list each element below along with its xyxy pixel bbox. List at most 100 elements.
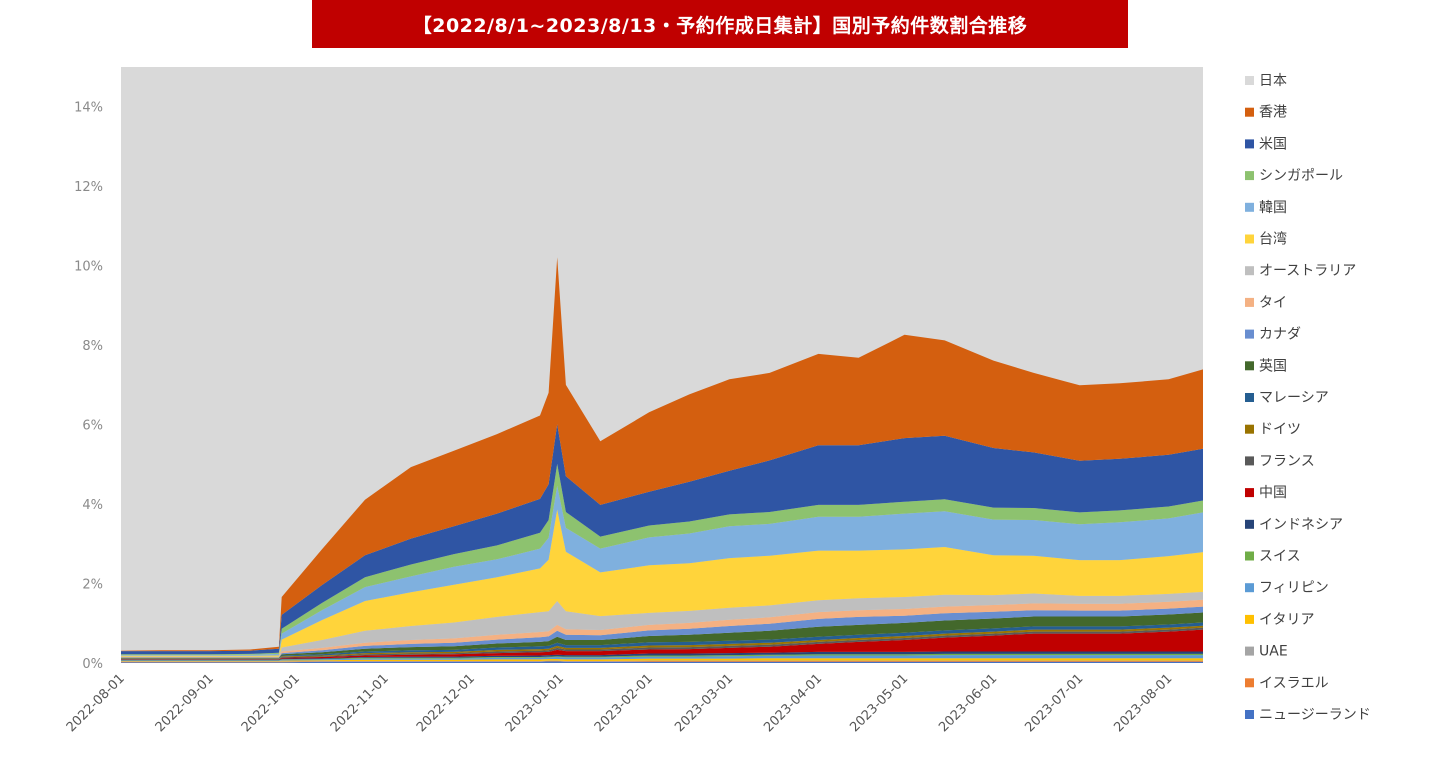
legend-item: マレーシア <box>1245 390 1329 406</box>
area-series-スイス <box>121 653 1203 661</box>
legend-label: シンガポール <box>1259 168 1343 184</box>
legend-item: 香港 <box>1245 105 1287 121</box>
y-tick-label: 6% <box>82 419 103 434</box>
x-tick-label: 2023-05-01 <box>847 671 911 735</box>
legend-swatch <box>1245 361 1254 371</box>
x-tick-label: 2023-04-01 <box>761 671 825 735</box>
legend-label: インドネシア <box>1259 517 1343 533</box>
area-series-イタリア <box>121 658 1203 662</box>
legend-item: カナダ <box>1245 327 1301 343</box>
legend-label: フィリピン <box>1259 580 1329 596</box>
legend-label: 香港 <box>1259 105 1287 121</box>
x-tick-label: 2022-08-01 <box>64 671 128 735</box>
legend-swatch <box>1245 234 1254 244</box>
legend-swatch <box>1245 297 1254 307</box>
x-tick-label: 2023-06-01 <box>936 671 1000 735</box>
y-tick-label: 12% <box>74 180 103 195</box>
legend-item: 中国 <box>1245 485 1287 501</box>
area-series-シンガポール <box>121 463 1203 656</box>
area-series-タイ <box>121 599 1203 658</box>
legend-swatch <box>1245 456 1254 466</box>
legend-item: ドイツ <box>1245 422 1301 438</box>
legend-item: UAE <box>1245 644 1288 660</box>
area-series-UAE <box>121 660 1203 662</box>
legend-item: 英国 <box>1245 357 1287 374</box>
legend-label: 米国 <box>1259 136 1287 152</box>
legend-swatch <box>1245 519 1254 529</box>
y-tick-label: 4% <box>82 498 103 513</box>
y-tick-label: 10% <box>74 260 103 275</box>
legend-label: マレーシア <box>1259 390 1329 406</box>
legend-item: 日本 <box>1245 73 1287 89</box>
legend-label: オーストラリア <box>1259 263 1356 279</box>
area-series-オーストラリア <box>121 591 1203 657</box>
legend-item: シンガポール <box>1245 168 1343 184</box>
legend-label: 台湾 <box>1259 231 1287 248</box>
legend-label: カナダ <box>1259 327 1301 343</box>
legend-item: イスラエル <box>1245 675 1329 691</box>
legend-swatch <box>1245 107 1254 117</box>
y-tick-label: 14% <box>74 101 103 116</box>
legend-label: ニュージーランド <box>1259 707 1371 723</box>
x-tick-label: 2022-09-01 <box>153 671 217 735</box>
legend-label: 日本 <box>1259 73 1287 89</box>
area-series-カナダ <box>121 606 1203 658</box>
legend-swatch <box>1245 424 1254 434</box>
legend-label: ドイツ <box>1259 422 1301 438</box>
legend-item: フランス <box>1245 453 1315 469</box>
legend-label: 中国 <box>1259 485 1287 501</box>
legend-item: ニュージーランド <box>1245 707 1371 723</box>
area-series-英国 <box>121 612 1203 659</box>
x-tick-label: 2022-10-01 <box>239 671 303 735</box>
area-series-インドネシア <box>121 651 1203 661</box>
legend-label: 英国 <box>1259 357 1287 374</box>
legend-label: フランス <box>1259 453 1315 469</box>
legend-swatch <box>1245 583 1254 593</box>
area-series-イスラエル <box>121 661 1203 663</box>
legend-label: 韓国 <box>1259 200 1287 216</box>
chart-title: 【2022/8/1~2023/8/13・予約作成日集計】国別予約件数割合推移 <box>312 0 1128 48</box>
legend-swatch <box>1245 329 1254 339</box>
x-tick-label: 2023-02-01 <box>592 671 656 735</box>
area-series-中国 <box>121 629 1203 660</box>
legend-swatch <box>1245 266 1254 276</box>
legend-label: スイス <box>1259 549 1301 565</box>
legend-item: 米国 <box>1245 136 1287 152</box>
y-tick-label: 8% <box>82 339 103 354</box>
legend-label: UAE <box>1259 644 1288 660</box>
x-tick-label: 2022-12-01 <box>414 671 478 735</box>
y-tick-label: 2% <box>82 578 103 593</box>
legend-swatch <box>1245 393 1254 402</box>
x-tick-label: 2023-03-01 <box>672 671 736 735</box>
legend-item: 韓国 <box>1245 200 1287 216</box>
legend-swatch <box>1245 614 1254 624</box>
legend-swatch <box>1245 171 1254 181</box>
area-series-香港 <box>121 257 1203 652</box>
legend-swatch <box>1245 139 1254 149</box>
legend-item: インドネシア <box>1245 517 1343 533</box>
x-tick-label: 2023-08-01 <box>1111 671 1175 735</box>
legend-swatch <box>1245 488 1254 498</box>
legend-swatch <box>1245 646 1254 656</box>
area-series-マレーシア <box>121 622 1203 659</box>
area-series-韓国 <box>121 485 1203 656</box>
legend-label: タイ <box>1259 295 1287 311</box>
legend-swatch <box>1245 678 1254 688</box>
legend-item: スイス <box>1245 549 1301 565</box>
legend-item: イタリア <box>1245 612 1314 628</box>
legend-label: イタリア <box>1259 612 1314 628</box>
legend-swatch <box>1245 551 1254 561</box>
area-series-台湾 <box>121 509 1203 657</box>
legend-swatch <box>1245 202 1254 212</box>
legend-item: フィリピン <box>1245 580 1329 596</box>
legend-item: オーストラリア <box>1245 263 1356 279</box>
legend-label: イスラエル <box>1259 675 1329 691</box>
legend-swatch <box>1245 710 1254 719</box>
x-tick-label: 2023-01-01 <box>503 671 567 735</box>
legend-swatch <box>1245 76 1254 85</box>
legend-item: 台湾 <box>1245 231 1287 248</box>
area-series-フィリピン <box>121 655 1203 661</box>
area-series-米国 <box>121 424 1203 655</box>
x-tick-label: 2023-07-01 <box>1022 671 1086 735</box>
